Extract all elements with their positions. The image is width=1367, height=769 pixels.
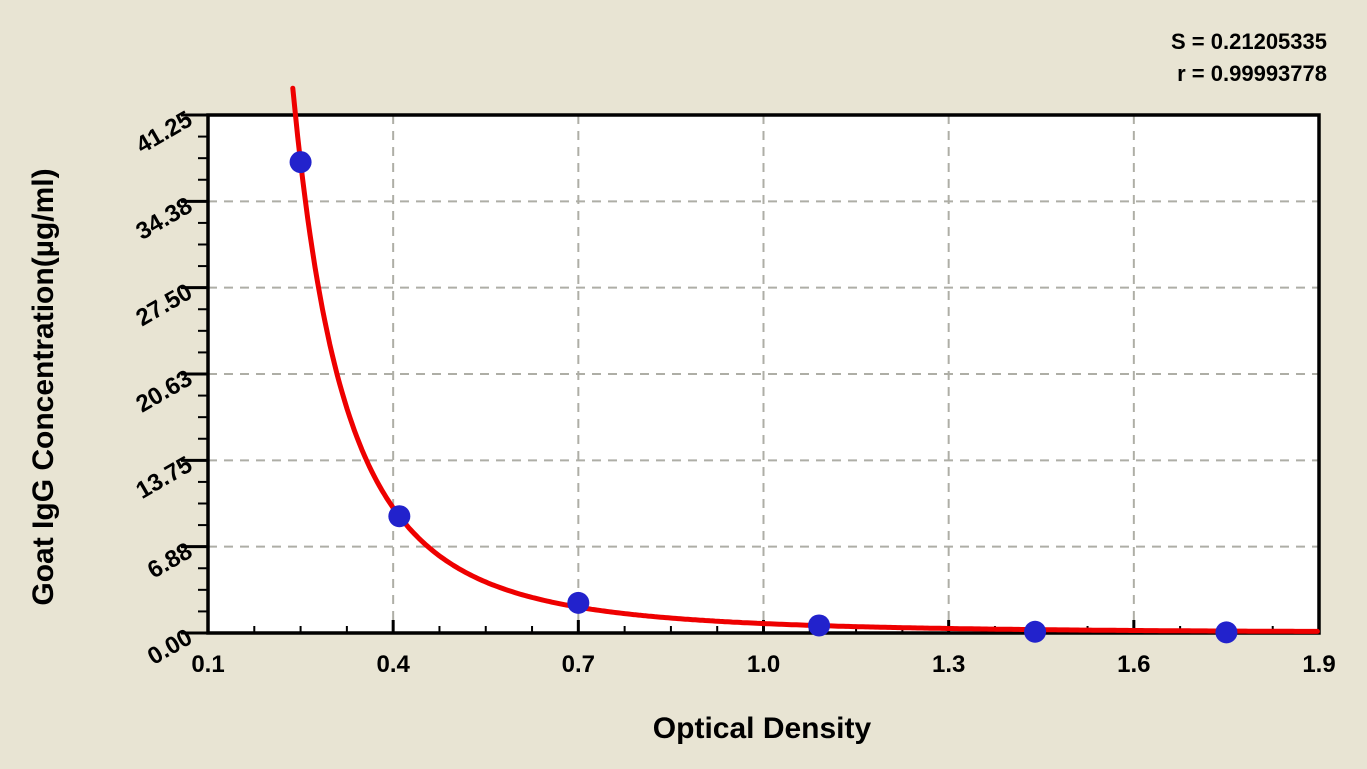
- y-tick-label: 0.00: [143, 624, 197, 671]
- fit-stat-r: r = 0.99993778: [1177, 61, 1327, 86]
- x-tick-label: 0.1: [191, 651, 224, 678]
- y-tick-label: 41.25: [131, 106, 197, 159]
- x-tick-label: 1.6: [1117, 651, 1150, 678]
- y-tick-label: 20.63: [131, 365, 197, 418]
- standard-curve-line: [290, 85, 1320, 634]
- x-tick-label: 0.4: [376, 651, 410, 678]
- x-axis-title: Optical Density: [652, 712, 872, 745]
- y-tick-label: 34.38: [131, 192, 197, 245]
- y-axis-title: Goat IgG Concentration(µg/ml): [27, 168, 60, 606]
- x-tick-label: 1.3: [932, 651, 965, 678]
- x-tick-label: 0.7: [562, 651, 595, 678]
- data-point: [567, 591, 590, 614]
- y-tick-label: 27.50: [131, 278, 197, 331]
- data-point: [388, 505, 411, 528]
- data-point: [289, 151, 312, 174]
- fit-statistics: S = 0.21205335 r = 0.99993778: [1171, 26, 1327, 90]
- data-point: [1215, 621, 1238, 644]
- fit-stat-s: S = 0.21205335: [1171, 29, 1327, 54]
- data-point: [1024, 620, 1047, 643]
- x-tick-label: 1.9: [1302, 651, 1335, 678]
- x-tick-label: 1.0: [747, 651, 780, 678]
- y-tick-label: 6.88: [143, 537, 197, 584]
- y-tick-label: 13.75: [131, 451, 197, 504]
- plot-frame: [206, 113, 1321, 635]
- data-point: [808, 614, 831, 637]
